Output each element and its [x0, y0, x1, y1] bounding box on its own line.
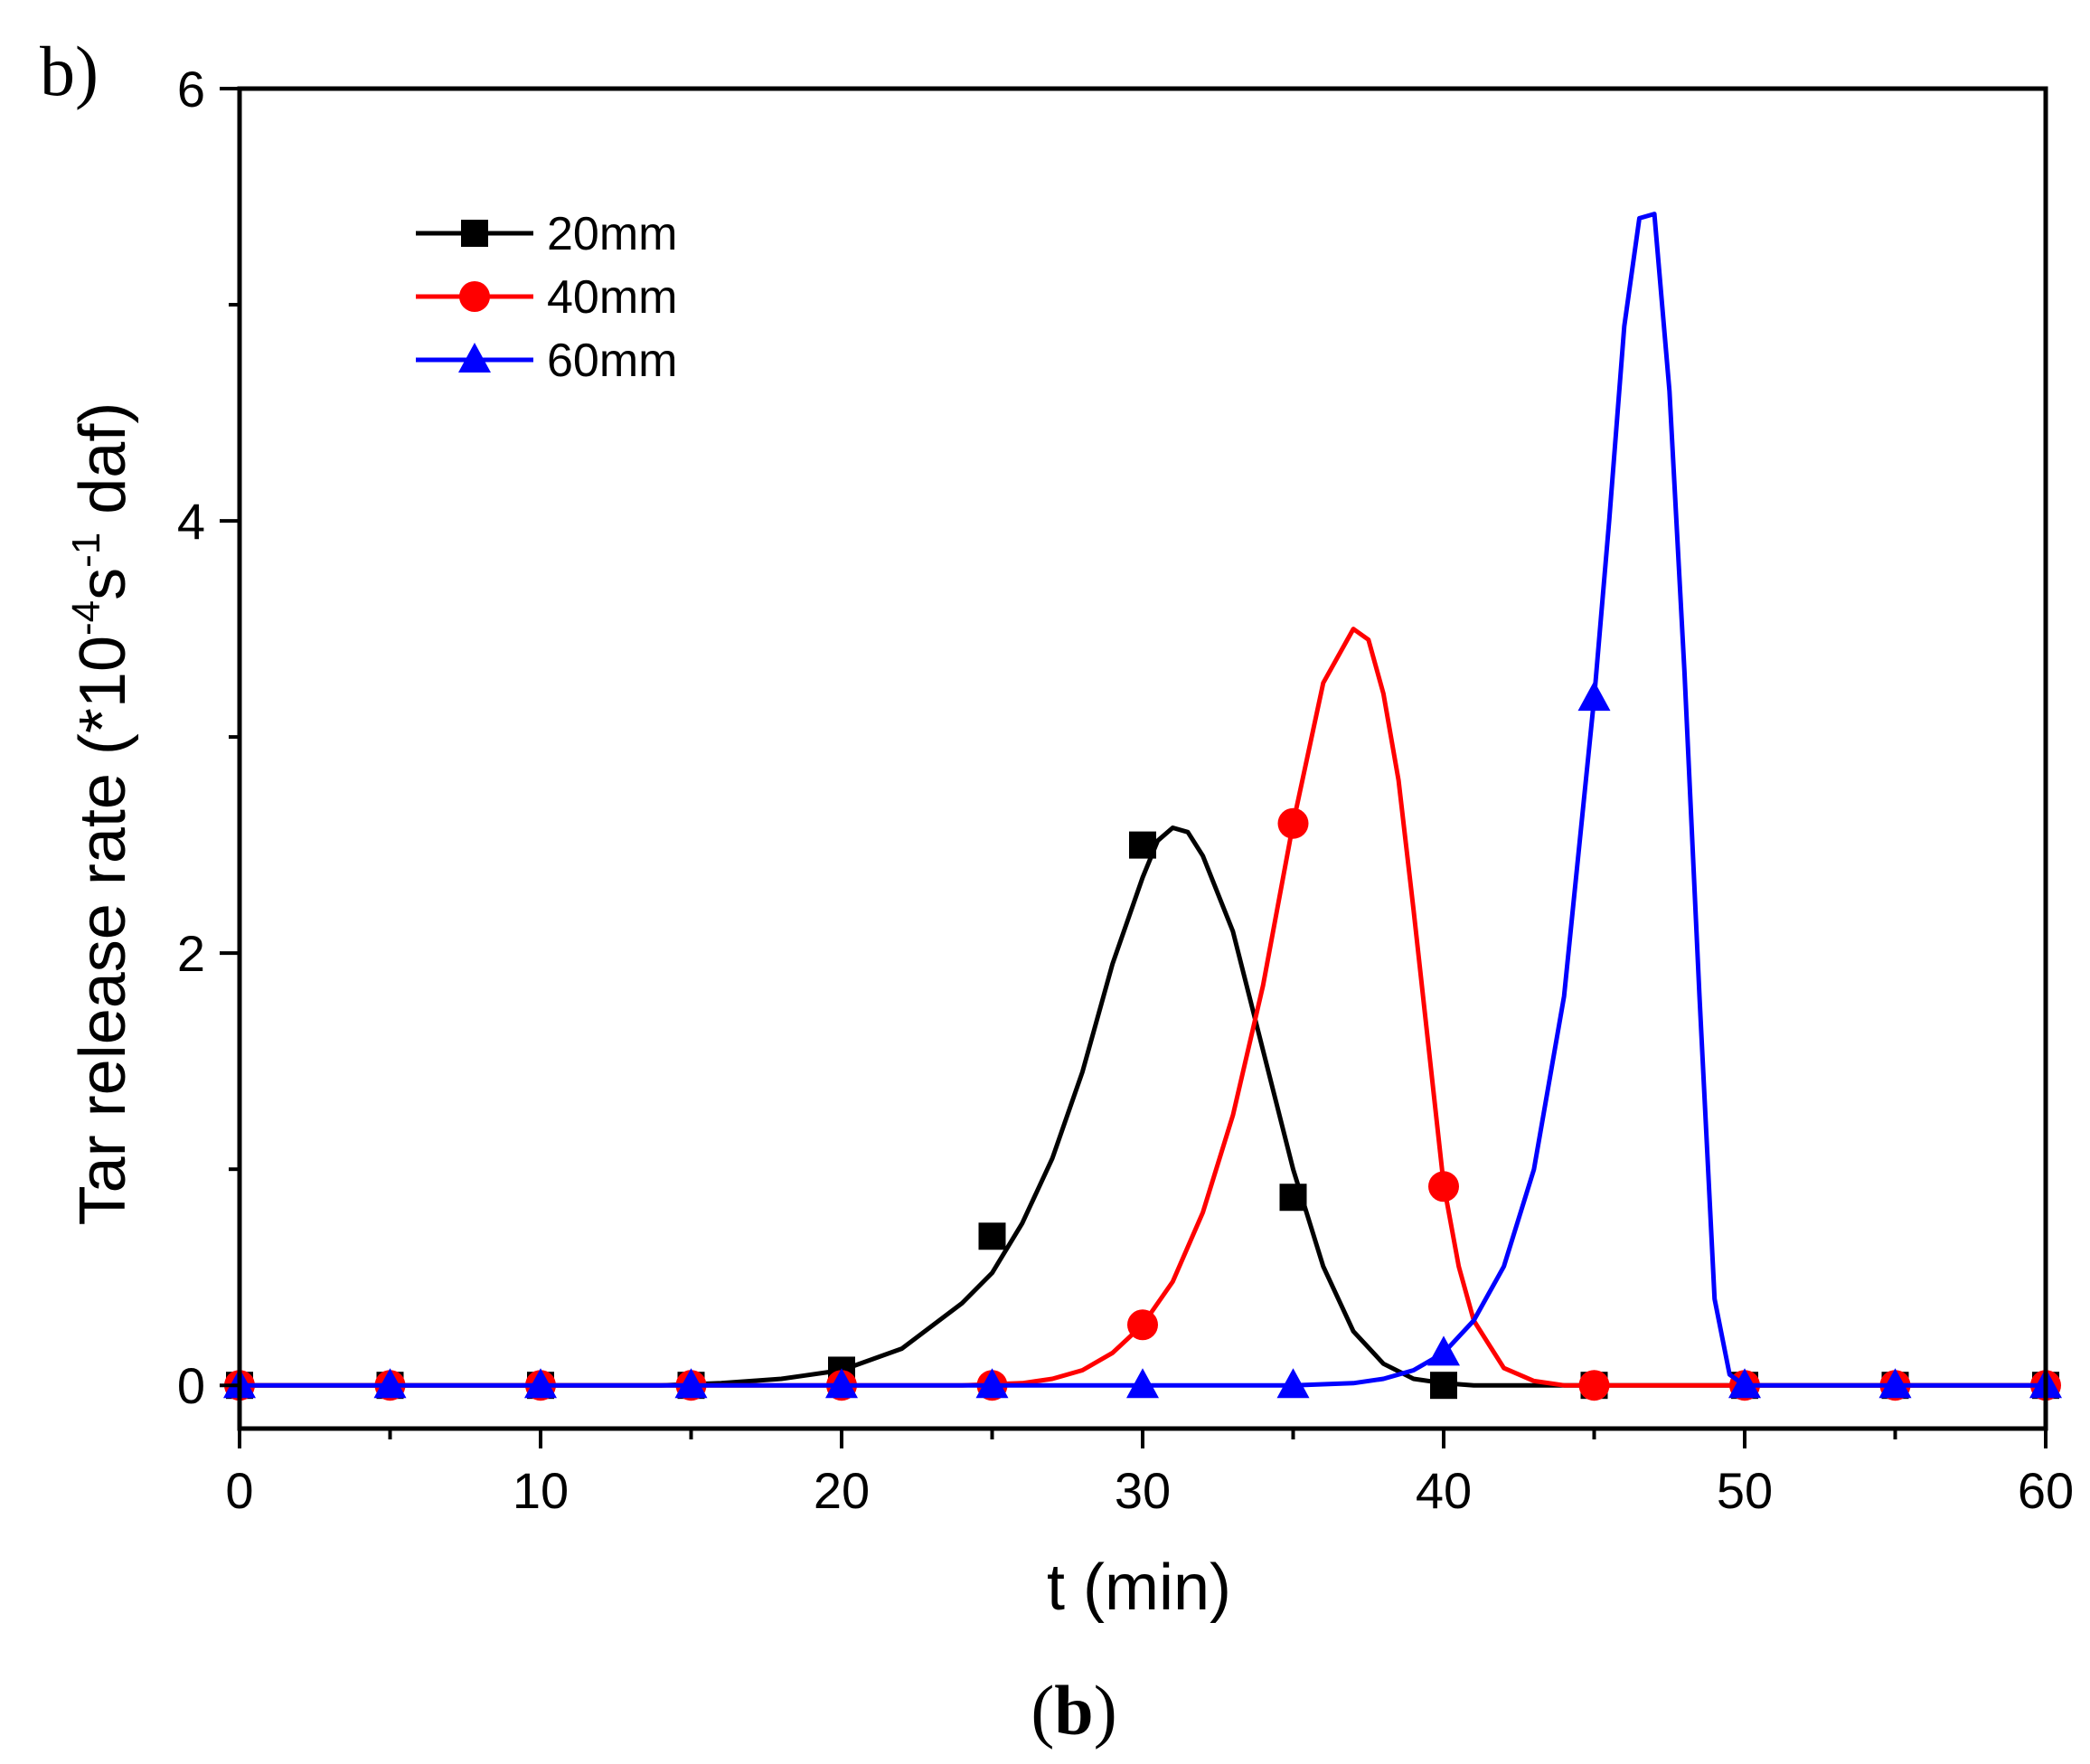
data-point-20mm	[1279, 1184, 1307, 1212]
data-point-60mm	[1577, 681, 1611, 712]
legend-label: 20mm	[547, 208, 677, 260]
data-point-60mm	[1126, 1368, 1159, 1399]
x-tick-label: 40	[1416, 1462, 1472, 1519]
y-tick-label: 4	[177, 493, 205, 550]
plot-area	[223, 212, 2062, 1401]
series-line-40mm	[240, 627, 2046, 1388]
data-point-20mm	[1430, 1372, 1457, 1400]
panel-label: b)	[40, 32, 99, 110]
series-60mm	[223, 212, 2062, 1399]
data-point-20mm	[978, 1222, 1006, 1250]
y-tick-label: 6	[177, 61, 205, 118]
series-40mm	[224, 627, 2061, 1401]
y-axis-title-tail: daf)	[67, 402, 139, 533]
series-line-20mm	[240, 825, 2046, 1388]
data-point-40mm	[1127, 1309, 1158, 1341]
caption-letter: b	[1054, 1671, 1093, 1750]
data-point-60mm	[674, 1368, 708, 1399]
y-axis-title-sup1: -4	[64, 600, 108, 636]
y-axis-title: Tar release rate (*10-4s-1 daf)	[64, 402, 139, 1226]
y-axis-title-mid: s	[67, 568, 139, 600]
data-point-60mm	[373, 1368, 407, 1399]
data-point-20mm	[1129, 831, 1156, 859]
legend-marker	[461, 220, 488, 247]
legend-label: 40mm	[547, 271, 677, 324]
data-point-60mm	[1878, 1368, 1912, 1399]
x-tick-label: 10	[513, 1462, 569, 1519]
data-point-60mm	[524, 1368, 557, 1399]
data-point-60mm	[1427, 1335, 1460, 1366]
y-tick-label: 0	[177, 1357, 205, 1414]
x-tick-label: 0	[225, 1462, 253, 1519]
data-point-60mm	[975, 1368, 1009, 1399]
legend-item-20mm: 20mm	[416, 208, 677, 260]
y-axis-title-sup2: -1	[64, 533, 108, 568]
x-axis: 0 10 20 30 40 50 60	[225, 1429, 2074, 1519]
y-tick-label: 2	[177, 925, 205, 982]
legend-label: 60mm	[547, 335, 677, 387]
data-point-40mm	[1277, 807, 1309, 839]
series-line-60mm	[240, 212, 2046, 1388]
legend: 20mm 40mm 60mm	[416, 208, 677, 387]
plot-frame	[237, 86, 2048, 1431]
caption-close: )	[1094, 1671, 1117, 1750]
caption-open: (	[1031, 1671, 1054, 1750]
data-point-40mm	[1578, 1370, 1610, 1401]
x-tick-label: 60	[2018, 1462, 2074, 1519]
x-tick-label: 20	[814, 1462, 870, 1519]
data-point-60mm	[825, 1368, 858, 1399]
x-tick-label: 30	[1115, 1462, 1171, 1519]
data-point-40mm	[1428, 1171, 1459, 1203]
x-tick-label: 50	[1717, 1462, 1773, 1519]
legend-item-40mm: 40mm	[416, 271, 677, 324]
x-axis-title: t (min)	[1047, 1552, 1231, 1624]
legend-item-60mm: 60mm	[416, 335, 677, 387]
data-point-60mm	[1276, 1368, 1310, 1399]
legend-marker	[459, 281, 490, 312]
y-axis: 0 2 4 6	[177, 61, 240, 1414]
legend-marker	[458, 343, 491, 373]
data-point-60mm	[1728, 1368, 1761, 1399]
y-axis-title-main: Tar release rate (*10	[67, 636, 139, 1225]
figure-caption: (b)	[1031, 1671, 1116, 1750]
